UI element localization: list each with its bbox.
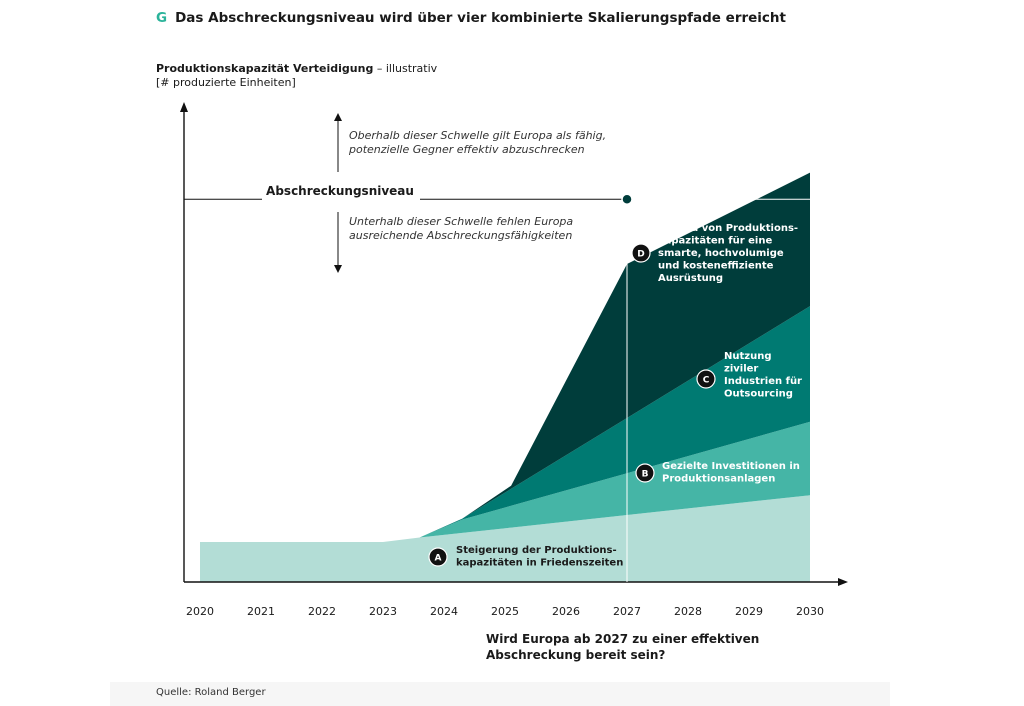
y-axis-label-suffix: – illustrativ — [373, 62, 438, 75]
chart-title: G Das Abschreckungsniveau wird über vier … — [156, 10, 786, 26]
badge-c-letter: C — [703, 376, 710, 386]
x-tick-2022: 2022 — [308, 605, 336, 618]
badge-b-letter: B — [642, 470, 649, 480]
series-a-label-line: Steigerung der Produktions- — [456, 545, 617, 556]
below-threshold-text-2: ausreichende Abschreckungsfähigkeiten — [349, 229, 572, 242]
x-tick-2028: 2028 — [674, 605, 702, 618]
arrow-up-icon — [334, 113, 342, 121]
series-d-label-line: smarte, hochvolumige — [658, 248, 784, 259]
threshold-intersection-dot — [621, 193, 633, 206]
below-threshold-text-1: Unterhalb dieser Schwelle fehlen Europa — [349, 215, 573, 228]
x-tick-2027: 2027 — [613, 605, 641, 618]
series-d-label-line: kapazitäten für eine — [658, 236, 772, 247]
series-c-label-line: Industrien für — [724, 376, 802, 387]
series-d-label-line: und kosteneffiziente — [658, 261, 774, 272]
x-tick-2021: 2021 — [247, 605, 275, 618]
arrow-down-icon — [334, 265, 342, 273]
x-tick-2024: 2024 — [430, 605, 458, 618]
x-tick-2020: 2020 — [186, 605, 214, 618]
question-text-2: Abschreckung bereit sein? — [486, 648, 665, 662]
x-tick-labels: 2020 2021 2022 2023 2024 2025 2026 2027 2028 2029… — [186, 605, 824, 618]
area-series-b — [419, 421, 810, 538]
badge-a-letter: A — [435, 554, 442, 564]
badge-a — [428, 547, 448, 567]
footer-band — [110, 682, 890, 706]
x-tick-2030: 2030 — [796, 605, 824, 618]
series-c-label-line: ziviler — [724, 364, 758, 375]
area-series-a — [200, 495, 810, 582]
area-series-d — [462, 172, 810, 519]
series-labels: A Steigerung der Produktions-kapazitäten … — [428, 223, 802, 569]
threshold-label: Abschreckungsniveau — [266, 184, 414, 198]
series-b-label-line: Gezielte Investitionen in — [662, 461, 800, 472]
y-axis-unit: [# produzierte Einheiten] — [156, 76, 296, 89]
series-a-label-line: kapazitäten in Friedenszeiten — [456, 558, 623, 569]
above-threshold-text-1: Oberhalb dieser Schwelle gilt Europa als… — [349, 129, 606, 142]
badge-c — [696, 369, 716, 389]
y-axis-label: Produktionskapazität Verteidigung – illu… — [156, 62, 437, 90]
question-text-1: Wird Europa ab 2027 zu einer effektiven — [486, 632, 759, 646]
x-tick-2025: 2025 — [491, 605, 519, 618]
series-d-label-line: Ausrüstung — [658, 273, 723, 284]
above-threshold-text-2: potenzielle Gegner effektiv abzuschrecke… — [348, 143, 585, 156]
section-marker: G — [156, 10, 168, 26]
x-axis-arrow — [838, 578, 848, 586]
series-b-label-line: Produktionsanlagen — [662, 474, 775, 485]
badge-d — [631, 243, 651, 263]
area-series-c — [419, 306, 810, 538]
y-axis-label-bold: Produktionskapazität Verteidigung — [156, 62, 374, 75]
series-c-label-line: Nutzung — [724, 351, 772, 362]
title-text: Das Abschreckungsniveau wird über vier k… — [175, 10, 786, 26]
badge-d-letter: D — [637, 250, 644, 260]
x-tick-2026: 2026 — [552, 605, 580, 618]
area-layers — [200, 172, 810, 582]
source-note: Quelle: Roland Berger — [156, 687, 266, 698]
x-tick-2029: 2029 — [735, 605, 763, 618]
y-axis-arrow — [180, 102, 188, 112]
badge-b — [635, 463, 655, 483]
series-d-label-line: Aufbau von Produktions- — [658, 223, 798, 234]
x-tick-2023: 2023 — [369, 605, 397, 618]
series-c-label-line: Outsourcing — [724, 389, 793, 400]
